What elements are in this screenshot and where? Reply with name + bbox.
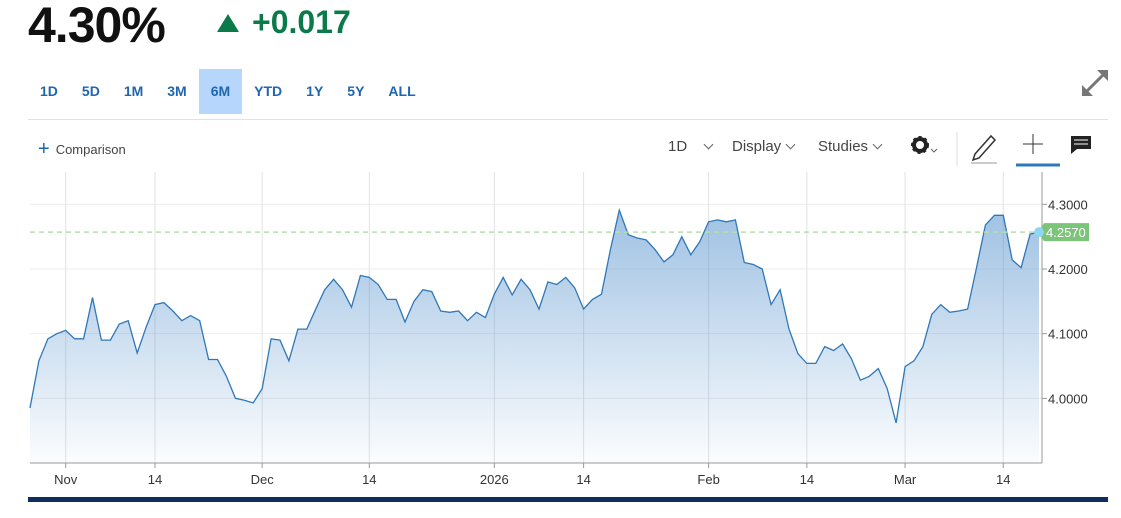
price: 4.30% [28,0,166,53]
area-fill [30,210,1039,463]
display-button[interactable]: Display [732,138,796,155]
price-line [29,207,1040,424]
x-tick-label: 14 [576,472,590,487]
settings-icon[interactable] [911,136,938,154]
studies-button[interactable]: Studies [818,138,883,155]
x-tick-label: Nov [54,472,78,487]
up-arrow [217,13,239,32]
x-tick-label: 2026 [480,472,509,487]
y-tick-label: 4.2000 [1048,262,1088,277]
current-label-box [1038,223,1089,242]
current-label: 4.2570 [1046,225,1086,240]
comparison-label: Comparison [55,142,126,157]
draw-icon[interactable] [971,134,997,164]
expand-icon[interactable] [1080,68,1110,98]
change-value: +0.017 [252,4,351,40]
x-tick-label: Mar [894,472,917,487]
range-button[interactable]: 3M [167,83,187,99]
range-button[interactable]: 5D [81,83,100,99]
range-button[interactable]: 5Y [347,83,365,99]
chart: 4.0000 4.1000 4.2000 4.3000 Nov 14 Dec 14 2026 14… [29,172,1089,487]
y-tick-label: 4.1000 [1048,327,1088,342]
interval-label: 1D [668,138,688,155]
studies-label: Studies [818,138,869,155]
x-tick-label: 14 [362,472,376,487]
x-tick-label: 14 [800,472,814,487]
comment-icon[interactable] [1071,136,1091,154]
x-tick-label: 14 [996,472,1010,487]
interval-button[interactable]: 1D [668,138,714,155]
y-tick-label: 4.0000 [1048,391,1088,406]
x-tick-label: Feb [697,472,719,487]
range-button[interactable]: 1Y [306,83,324,99]
range-selector: 1D 5D 1M 3M 6M YTD 1Y 5Y ALL [28,69,428,114]
range-button[interactable]: YTD [254,83,283,99]
tool-icons [911,132,1091,167]
crosshair-icon[interactable] [1016,134,1060,167]
range-button[interactable]: 1D [40,83,58,99]
range-button[interactable]: 6M [198,69,243,114]
separator [28,119,1108,120]
comparison-button[interactable]: + Comparison [38,138,126,160]
x-tick-label: Dec [251,472,275,487]
y-tick-label: 4.3000 [1048,197,1088,212]
x-tick-label: 14 [148,472,162,487]
display-label: Display [732,138,782,155]
change: +0.017 [216,4,351,41]
range-button[interactable]: 1M [123,83,144,99]
range-button[interactable]: ALL [388,83,416,99]
bottom-bar [28,497,1108,502]
last-point [1034,227,1044,238]
